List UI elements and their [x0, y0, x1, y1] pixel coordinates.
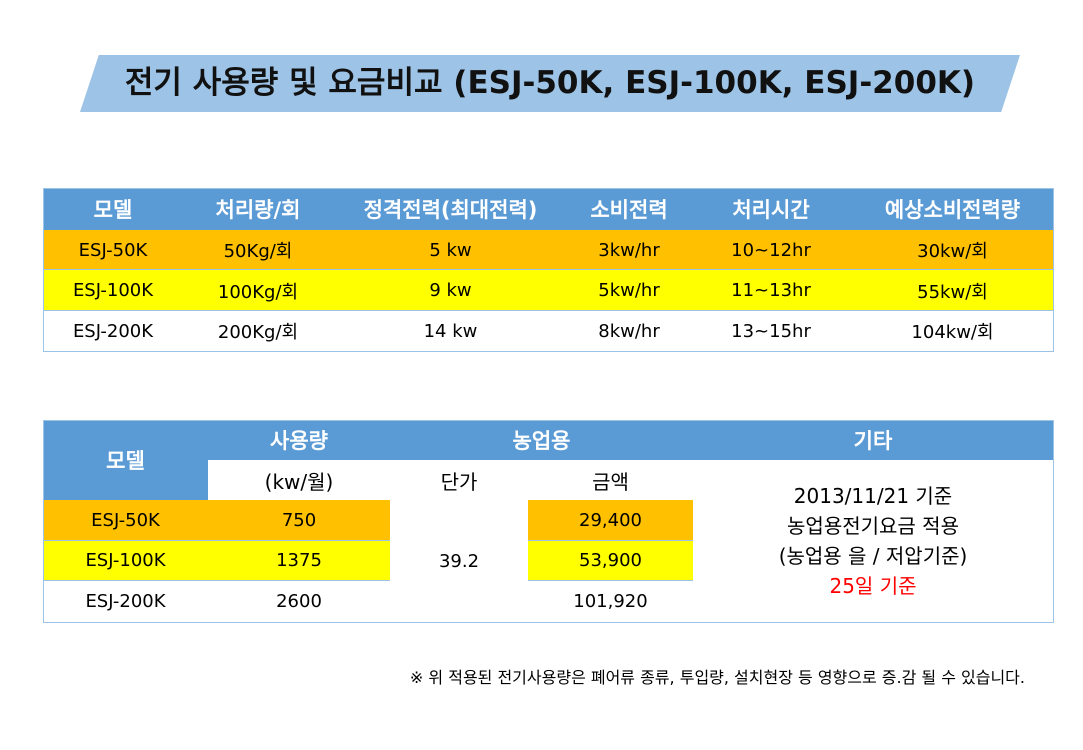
cell-model: ESJ-100K	[43, 541, 208, 581]
th-capacity: 처리량/회	[183, 188, 333, 230]
cell: 8kw/hr	[598, 320, 660, 342]
th-consumption: 소비전력	[568, 188, 690, 230]
cell: 9 kw	[429, 280, 472, 301]
sub-amount: 금액	[528, 460, 693, 500]
cell-model: ESJ-50K	[43, 500, 208, 541]
th-model: 모델	[43, 188, 183, 230]
other-line: 2013/11/21 기준	[793, 484, 953, 508]
cell: 14 kw	[423, 320, 478, 342]
table-border	[43, 420, 1054, 623]
th-other: 기타	[693, 420, 1053, 460]
other-notes: 2013/11/21 기준 농업용전기요금 적용 (농업용 을 / 저압기준) …	[693, 460, 1053, 622]
sub-price: 단가	[390, 460, 528, 500]
table-border	[43, 188, 1054, 352]
cell: 10~12hr	[731, 239, 811, 261]
cell-amount: 101,920	[573, 591, 648, 612]
cell: ESJ-100K	[72, 280, 154, 301]
table-row	[43, 311, 1053, 351]
th-rated-power: 정격전력(최대전력)	[333, 188, 568, 230]
cell: 11~13hr	[731, 280, 811, 301]
cell: 5kw/hr	[598, 280, 660, 301]
cell: 30kw/회	[917, 241, 988, 262]
cell-amount: 29,400	[528, 500, 693, 541]
th-usage: 사용량	[208, 420, 390, 460]
th-model: 모델	[43, 420, 208, 500]
cell: 50Kg/회	[223, 241, 293, 262]
table-row	[43, 270, 1053, 311]
cell: 200Kg/회	[217, 322, 299, 343]
title-banner	[80, 55, 1020, 112]
table-row	[43, 230, 1053, 270]
th-time: 처리시간	[690, 188, 852, 230]
unit-price: 39.2	[438, 550, 480, 572]
other-line: (농업용 을 / 저압기준)	[778, 544, 968, 568]
cell: 13~15hr	[731, 320, 811, 342]
cell: 55kw/회	[917, 281, 988, 303]
cell: ESJ-50K	[78, 239, 148, 261]
cell: 100Kg/회	[217, 281, 299, 303]
th-expected: 예상소비전력량	[852, 188, 1053, 230]
other-line: 농업용전기요금 적용	[787, 514, 959, 538]
th-agri: 농업용	[390, 420, 693, 460]
cell-usage: 2600	[276, 591, 322, 612]
cell: 5 kw	[429, 239, 472, 261]
cell: ESJ-200K	[72, 320, 154, 342]
cell: 104kw/회	[911, 322, 994, 343]
cell-amount: 53,900	[528, 541, 693, 581]
cell: 3kw/hr	[598, 239, 660, 261]
cell-usage: 750	[208, 500, 390, 541]
sub-usage: (kw/월)	[208, 460, 390, 500]
cell-model: ESJ-200K	[85, 591, 166, 612]
footnote: ※ 위 적용된 전기사용량은 폐어류 종류, 투입량, 설치현장 등 영향으로 …	[409, 668, 1025, 687]
page-title: 전기 사용량 및 요금비교 (ESJ-50K, ESJ-100K, ESJ-20…	[124, 65, 976, 101]
cell-usage: 1375	[208, 541, 390, 581]
other-highlight: 25일 기준	[829, 574, 917, 598]
